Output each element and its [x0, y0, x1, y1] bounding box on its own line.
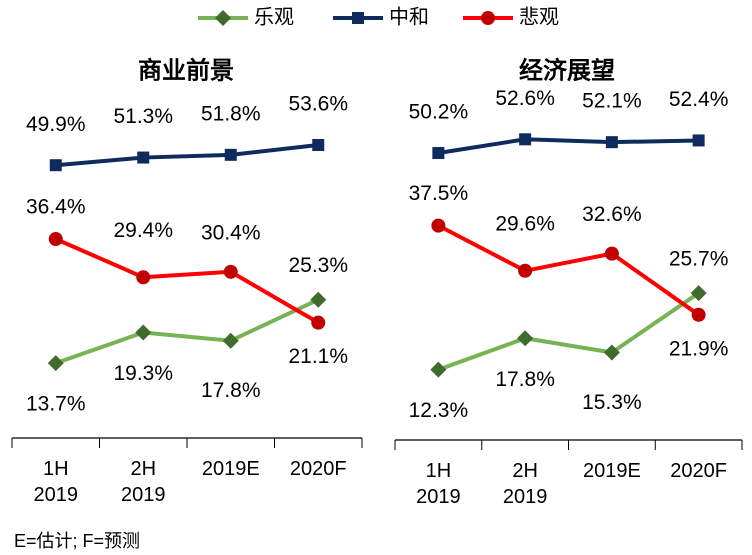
legend-label: 悲观	[519, 5, 559, 28]
x-tick-label: 2020F	[289, 458, 347, 480]
legend-label: 中和	[389, 5, 429, 28]
data-label: 30.4%	[201, 221, 261, 244]
x-tick-label: 2H 2019	[502, 460, 548, 508]
data-label: 15.3%	[582, 391, 642, 414]
x-tick-label: 2H 2019	[121, 458, 166, 506]
series-line	[55, 142, 319, 168]
series-line	[437, 223, 700, 317]
marker	[49, 159, 62, 172]
marker	[604, 246, 619, 261]
data-label: 52.4%	[669, 88, 729, 111]
series-line	[438, 137, 699, 155]
x-tick-label: 2019E	[582, 460, 641, 482]
marker	[137, 151, 150, 164]
series-line	[55, 297, 320, 365]
data-label: 36.4%	[26, 196, 86, 219]
data-label: 50.2%	[409, 101, 469, 124]
data-label: 51.3%	[113, 105, 173, 128]
data-label: 12.3%	[409, 399, 469, 422]
data-label: 52.6%	[495, 87, 555, 110]
marker	[690, 285, 707, 302]
x-tick-label: 1H 2019	[416, 460, 461, 508]
marker	[692, 134, 705, 147]
data-label: 52.1%	[582, 90, 642, 113]
x-tick-label: 2020F	[670, 460, 727, 482]
marker	[215, 10, 231, 26]
data-label: 51.8%	[201, 102, 261, 125]
data-label: 37.5%	[409, 182, 469, 205]
data-label: 32.6%	[582, 203, 642, 226]
marker	[431, 218, 446, 233]
data-label: 29.6%	[495, 212, 555, 235]
marker	[518, 263, 533, 278]
data-label: 53.6%	[288, 93, 348, 116]
x-tick-label: 2019E	[201, 458, 260, 480]
data-label: 21.1%	[288, 345, 348, 368]
marker	[352, 12, 364, 24]
chart-title: 商业前景	[138, 56, 234, 84]
data-label: 25.3%	[288, 254, 348, 277]
data-label: 17.8%	[495, 368, 555, 391]
marker	[224, 148, 237, 161]
marker	[691, 307, 706, 322]
marker	[135, 324, 152, 341]
legend-label: 乐观	[254, 5, 294, 28]
marker	[312, 138, 325, 151]
data-label: 25.7%	[669, 248, 729, 271]
marker	[310, 291, 327, 308]
marker	[222, 332, 239, 349]
data-label: 13.7%	[26, 393, 86, 416]
marker	[519, 133, 532, 146]
marker	[432, 147, 445, 160]
footnote: E=估计; F=预测	[14, 531, 141, 551]
data-label: 21.9%	[669, 337, 729, 360]
data-label: 49.9%	[26, 113, 86, 136]
marker	[517, 330, 534, 347]
marker	[47, 355, 64, 372]
marker	[223, 264, 238, 279]
marker	[481, 11, 495, 25]
marker	[136, 270, 151, 285]
marker	[311, 315, 326, 330]
data-label: 17.8%	[201, 379, 261, 402]
series-line	[54, 237, 320, 325]
chart-title: 经济展望	[519, 56, 615, 84]
data-label: 29.4%	[113, 219, 173, 242]
marker	[603, 344, 620, 361]
marker	[430, 361, 447, 378]
x-tick-label: 1H 2019	[33, 458, 79, 506]
data-label: 19.3%	[113, 362, 173, 385]
marker	[605, 136, 618, 149]
series-line	[437, 291, 700, 372]
marker	[48, 232, 63, 247]
